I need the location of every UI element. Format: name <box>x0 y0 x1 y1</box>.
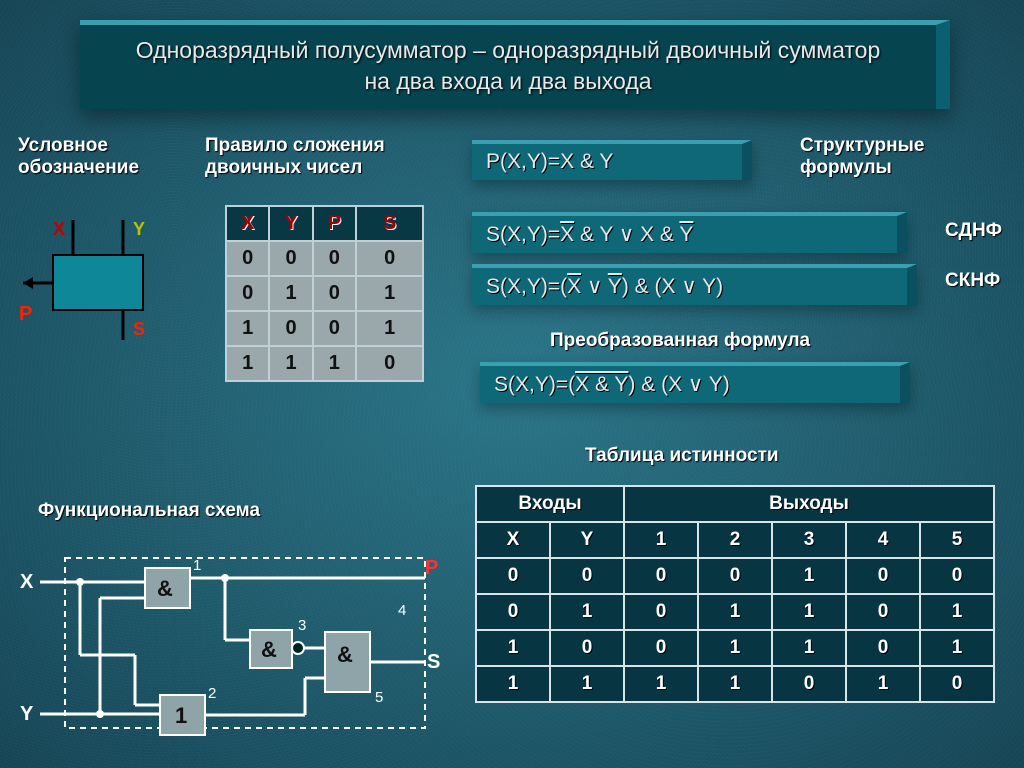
svg-text:Y: Y <box>20 703 34 725</box>
label-symbol: Условное обозначение <box>18 135 198 179</box>
label-sdnf: СДНФ <box>945 220 1002 242</box>
truth-table-small: X Y P S 0000 0101 1001 1110 <box>225 205 424 382</box>
functional-schema: X Y & 1 P 1 2 & 3 4 & 5 S <box>5 540 445 760</box>
tt-small-head: X Y P S <box>226 206 423 241</box>
svg-text:3: 3 <box>298 617 306 634</box>
svg-text:2: 2 <box>208 685 216 702</box>
svg-text:5: 5 <box>375 689 383 706</box>
svg-text:P: P <box>19 303 32 325</box>
svg-text:X: X <box>53 219 65 239</box>
label-rule: Правило сложения двоичных чисел <box>205 135 435 179</box>
symbol-diagram: X Y P S <box>15 205 175 365</box>
title-line2: на два входа и два выхода <box>90 68 926 95</box>
label-truth: Таблица истинности <box>585 445 779 467</box>
label-struct: Структурные формулы <box>800 135 1000 179</box>
formula-sdnf: S(X,Y)=X & Y ∨ X & Y <box>472 212 907 253</box>
truth-table-large: Входы Выходы X Y 1 2 3 4 5 0000100 01011… <box>475 485 995 703</box>
formula-sknf: S(X,Y)=(X ∨ Y) & (X ∨ Y) <box>472 264 917 305</box>
svg-text:P: P <box>425 557 438 579</box>
label-func: Функциональная схема <box>38 500 260 522</box>
title-banner: Одноразрядный полусумматор – одноразрядн… <box>80 20 950 109</box>
svg-text:1: 1 <box>175 703 187 728</box>
svg-text:1: 1 <box>193 557 201 574</box>
svg-text:Y: Y <box>133 219 145 239</box>
svg-text:X: X <box>20 571 34 593</box>
formula-p: P(X,Y)=X & Y <box>472 140 752 180</box>
label-sknf: СКНФ <box>945 270 1000 292</box>
title-line1: Одноразрядный полусумматор – одноразрядн… <box>90 37 926 64</box>
svg-text:S: S <box>133 319 145 339</box>
svg-text:4: 4 <box>398 602 406 619</box>
svg-text:S: S <box>427 651 440 673</box>
svg-text:&: & <box>157 576 173 601</box>
label-transformed: Преобразованная формула <box>550 330 810 352</box>
formula-transformed: S(X,Y)=(X & Y) & (X ∨ Y) <box>480 362 910 403</box>
svg-text:&: & <box>261 637 277 662</box>
svg-text:&: & <box>337 642 353 667</box>
